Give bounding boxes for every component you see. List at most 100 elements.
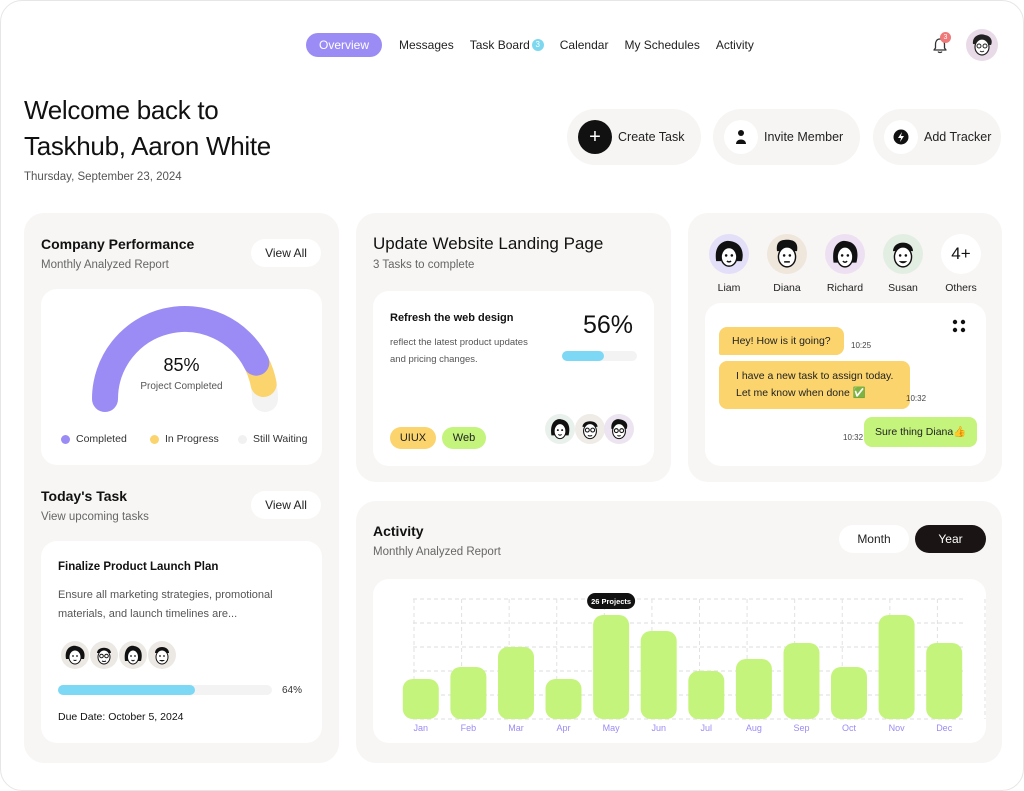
tab-activity[interactable]: Activity <box>715 38 754 52</box>
bar-oct[interactable] <box>831 667 867 719</box>
tooltip-label: 26 Projects <box>591 597 631 606</box>
task-board-badge: 3 <box>531 39 544 51</box>
legend-in-progress: In Progress <box>150 433 219 445</box>
today-task-progress-label: 64% <box>282 685 303 696</box>
avatar <box>883 234 923 274</box>
tab-calendar[interactable]: Calendar <box>559 38 609 52</box>
website-percent: 56% <box>583 311 634 339</box>
x-tick-label: Dec <box>936 723 953 733</box>
chat-message-time: 10:32 <box>906 394 927 403</box>
legend-dot-still-waiting <box>238 434 247 444</box>
avatar <box>767 234 807 274</box>
today-view-all-button[interactable]: View All <box>251 491 321 519</box>
avatar <box>825 234 865 274</box>
website-task-description: reflect the latest product updates and p… <box>390 334 528 368</box>
segment-month[interactable]: Month <box>839 525 909 553</box>
chat-message: I have a new task to assign today. Let m… <box>719 361 911 409</box>
gauge-completed-arc <box>92 305 270 412</box>
chat-message: Hey! How is it going? <box>719 327 844 355</box>
tab-task-board[interactable]: Task Board 3 <box>462 33 552 57</box>
performance-view-all-button[interactable]: View All <box>251 239 321 267</box>
segment-year[interactable]: Year <box>915 525 986 553</box>
x-tick-label: Aug <box>746 723 762 733</box>
x-tick-label: Oct <box>842 723 857 733</box>
tooltip <box>587 593 636 609</box>
bar-sep[interactable] <box>783 643 820 719</box>
bar-dec[interactable] <box>926 643 963 719</box>
today-task-progress-fill <box>58 685 195 695</box>
bar-jun[interactable] <box>640 631 677 719</box>
chat-message: Sure thing Diana👍 <box>864 417 978 447</box>
add-tracker-label: Add Tracker <box>924 130 992 144</box>
bar-apr[interactable] <box>545 679 582 719</box>
bar-jan[interactable] <box>402 679 439 719</box>
grid-dots-icon[interactable] <box>952 319 966 333</box>
legend-in-progress-label: In Progress <box>165 433 219 445</box>
today-task-card[interactable]: Finalize Product Launch Plan Ensure all … <box>41 541 322 743</box>
invite-member-button[interactable]: Invite Member <box>713 109 860 165</box>
website-subtitle: 3 Tasks to complete <box>373 259 475 271</box>
welcome-line-2: Taskhub, Aaron White <box>24 131 271 161</box>
person-name: Diana <box>773 282 801 294</box>
x-tick-label: Sep <box>793 723 809 733</box>
tag-uiux[interactable]: UIUX <box>390 427 436 449</box>
create-task-label: Create Task <box>618 130 685 144</box>
person-name: Others <box>945 282 977 294</box>
bar-feb[interactable] <box>450 667 487 719</box>
activity-bar-chart: Jan Feb Mar Apr May 26 Projects Jun Jul Aug Sep Oc… <box>402 593 986 733</box>
today-task-progress-track <box>58 685 272 695</box>
bar-aug[interactable] <box>735 659 772 719</box>
legend-completed: Completed <box>61 433 127 445</box>
avatar <box>119 641 147 669</box>
website-progress-track <box>562 351 637 361</box>
tab-messages[interactable]: Messages <box>399 38 454 52</box>
avatar <box>575 414 605 444</box>
bar-may[interactable] <box>593 615 630 719</box>
person-name: Richard <box>826 282 864 294</box>
legend-still-waiting-label: Still Waiting <box>253 433 308 445</box>
user-avatar[interactable] <box>966 29 998 61</box>
chat-message-time: 10:25 <box>851 341 872 350</box>
website-task-name: Refresh the web design <box>390 312 514 324</box>
x-tick-label: May <box>603 723 621 733</box>
person-richard[interactable]: Richard <box>825 234 865 294</box>
tab-overview[interactable]: Overview <box>306 33 383 57</box>
today-task-description: Ensure all marketing strategies, promoti… <box>58 586 273 624</box>
today-task-title: Today's Task <box>41 488 128 504</box>
avatar-face-icon <box>972 34 992 56</box>
welcome-heading: Welcome back to Taskhub, Aaron White <box>24 92 271 164</box>
activity-chart-panel: Jan Feb Mar Apr May 26 Projects Jun Jul Aug Sep Oc… <box>373 579 986 743</box>
performance-gauge <box>92 305 278 412</box>
x-tick-label: Jun <box>651 723 666 733</box>
invite-member-label: Invite Member <box>764 130 844 144</box>
add-tracker-button[interactable]: Add Tracker <box>873 109 1001 165</box>
today-task-subtitle: View upcoming tasks <box>41 511 149 523</box>
legend-dot-completed <box>61 434 70 444</box>
tab-task-board-label: Task Board <box>469 38 530 52</box>
others-count: 4+ <box>941 234 981 274</box>
today-task-desc-line-2: materials, and launch timelines are... <box>58 608 238 620</box>
current-date: Thursday, September 23, 2024 <box>24 171 182 183</box>
website-title: Update Website Landing Page <box>373 234 604 253</box>
chat-message-line-1: I have a new task to assign today. <box>736 370 894 382</box>
bar-jul[interactable] <box>688 671 725 719</box>
legend-dot-in-progress <box>150 434 159 444</box>
create-task-button[interactable]: + Create Task <box>567 109 701 165</box>
welcome-line-1: Welcome back to <box>24 95 219 125</box>
website-task-desc-line-1: reflect the latest product updates <box>390 337 528 348</box>
tag-web[interactable]: Web <box>442 427 486 449</box>
person-diana[interactable]: Diana <box>767 234 807 294</box>
today-task-due-date: Due Date: October 5, 2024 <box>58 711 184 723</box>
website-task-card[interactable]: Refresh the web design reflect the lates… <box>373 291 654 466</box>
person-others[interactable]: 4+ Others <box>941 234 981 294</box>
tab-my-schedules[interactable]: My Schedules <box>624 38 700 52</box>
chat-message-time: 10:32 <box>843 433 864 442</box>
person-susan[interactable]: Susan <box>883 234 923 294</box>
avatar <box>90 641 118 669</box>
bar-nov[interactable] <box>878 615 915 719</box>
legend-still-waiting: Still Waiting <box>238 433 307 445</box>
person-liam[interactable]: Liam <box>709 234 749 294</box>
bar-mar[interactable] <box>498 647 534 719</box>
avatar <box>604 414 634 444</box>
performance-gauge-panel: 85% Project Completed Completed In Progr… <box>41 289 322 465</box>
